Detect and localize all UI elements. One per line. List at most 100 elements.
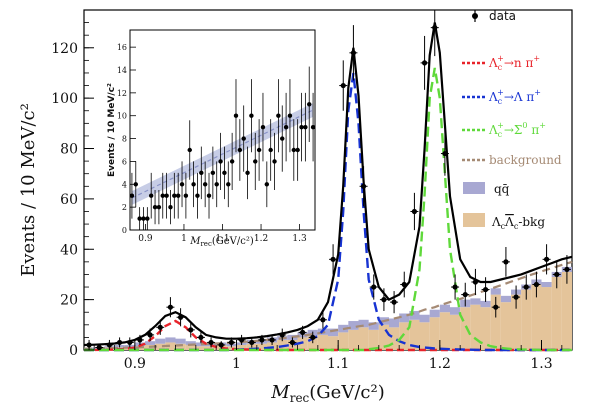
inset-y-tick-label: 8 bbox=[122, 135, 127, 144]
inset-y-tick-label: 4 bbox=[122, 180, 127, 189]
legend: data Λc+→n π+ Λc+→Λ π+ Λc+→Σ0 π+ backgro… bbox=[462, 9, 562, 231]
lclc-bkg-bin bbox=[206, 346, 217, 350]
data-point bbox=[217, 341, 226, 349]
data-point bbox=[268, 334, 277, 345]
data-point bbox=[461, 282, 470, 307]
data-point bbox=[349, 25, 358, 81]
data-point bbox=[257, 334, 266, 345]
inset-data-point bbox=[175, 172, 181, 219]
background-curve bbox=[83, 260, 573, 350]
inset-data-point bbox=[183, 172, 189, 219]
inset-data-point bbox=[276, 79, 281, 153]
legend-swatch-lclc-bkg bbox=[463, 213, 485, 227]
inset-fit-band bbox=[131, 103, 314, 205]
legend-label-lambda-n-pi: Λc+→n π+ bbox=[488, 54, 540, 72]
inset-x-tick-label: 0.9 bbox=[138, 234, 153, 244]
inset-data-point-layer bbox=[129, 66, 316, 230]
data-point bbox=[196, 331, 205, 344]
data-point bbox=[105, 339, 114, 350]
data-point bbox=[247, 337, 256, 348]
data-point bbox=[298, 325, 307, 339]
inset-data-point bbox=[202, 161, 208, 208]
legend-swatch-qqbar bbox=[463, 182, 485, 194]
sigma0-pi-curve bbox=[84, 67, 572, 352]
inset-data-point bbox=[287, 79, 293, 153]
lclc-bkg-bin bbox=[155, 343, 166, 350]
lclc-bkg-bin bbox=[470, 304, 481, 350]
qqbar-bin bbox=[470, 298, 481, 305]
inset-data-point bbox=[164, 172, 169, 219]
data-point bbox=[288, 337, 297, 348]
inset-plot: 0.9 1 1.1 1.2 1.3 0 2 4 6 8 10 12 14 16 Events / 10 M… bbox=[107, 29, 316, 248]
data-point bbox=[207, 337, 216, 348]
data-point bbox=[339, 60, 348, 111]
legend-data-marker bbox=[472, 13, 478, 19]
lclc-bkg-bin bbox=[521, 289, 532, 350]
inset-data-point bbox=[191, 161, 196, 208]
qqbar-bin bbox=[419, 314, 430, 323]
inset-data-point bbox=[229, 132, 235, 190]
lclc-bkg-bin bbox=[185, 344, 196, 350]
x-label-symbol: M bbox=[270, 382, 290, 403]
qqbar-bin bbox=[500, 295, 511, 303]
qqbar-bin bbox=[368, 322, 379, 330]
inset-data-point bbox=[137, 207, 142, 230]
data-point bbox=[115, 337, 124, 348]
qqbar-bin bbox=[348, 321, 359, 330]
histogram-layer bbox=[84, 266, 572, 350]
lclc-bkg-bin bbox=[297, 337, 308, 350]
legend-entry-lambda-pi: Λc+→Λ π+ bbox=[462, 88, 541, 106]
data-point bbox=[512, 285, 521, 309]
inset-data-point bbox=[256, 119, 262, 181]
inset-data-point bbox=[222, 146, 227, 200]
lclc-bkg-bin bbox=[511, 294, 522, 350]
lclc-bkg-bin bbox=[358, 327, 369, 350]
data-point bbox=[532, 271, 541, 298]
data-point bbox=[430, 10, 439, 57]
inset-data-point bbox=[145, 207, 150, 230]
inset-x-axis-label: Mrec(GeV/c²) bbox=[189, 236, 254, 248]
inset-y-tick-label: 10 bbox=[117, 112, 127, 121]
data-point bbox=[552, 260, 561, 289]
inset-data-point bbox=[272, 132, 277, 190]
inset-data-point bbox=[141, 207, 146, 230]
inset-data-point bbox=[179, 161, 185, 208]
x-tick-label: 1.3 bbox=[530, 356, 552, 372]
data-point bbox=[400, 271, 409, 298]
inset-data-point bbox=[148, 172, 154, 219]
inset-data-point bbox=[291, 119, 297, 181]
lclc-bkg-bin bbox=[551, 276, 562, 350]
qqbar-bin bbox=[389, 318, 400, 328]
total-fit-curve bbox=[83, 22, 573, 347]
inset-data-point bbox=[152, 190, 158, 225]
qqbar-bin bbox=[429, 309, 440, 318]
data-point bbox=[359, 166, 368, 207]
inset-data-point bbox=[187, 120, 192, 180]
legend-entry-lambda-n-pi: Λc+→n π+ bbox=[462, 54, 540, 72]
x-label-sub: rec bbox=[290, 391, 310, 405]
legend-label-lambda-pi: Λc+→Λ π+ bbox=[488, 88, 541, 106]
inset-data-point bbox=[214, 161, 219, 208]
data-point bbox=[95, 343, 104, 351]
qqbar-bin bbox=[450, 307, 461, 315]
x-tick-label: 1 bbox=[232, 356, 241, 372]
inset-data-point bbox=[160, 172, 165, 219]
inset-data-point bbox=[237, 119, 243, 181]
data-point bbox=[379, 288, 388, 311]
qqbar-bin bbox=[155, 338, 166, 344]
lclc-bkg-bin bbox=[531, 284, 542, 350]
legend-entry-data: data bbox=[472, 9, 516, 23]
qqbar-bin bbox=[439, 304, 450, 313]
lclc-bkg-bin bbox=[267, 342, 278, 350]
data-point bbox=[186, 322, 195, 338]
lclc-bkg-bin bbox=[236, 344, 247, 350]
legend-label-data: data bbox=[489, 9, 516, 23]
lclc-bkg-bin bbox=[439, 312, 450, 350]
inset-x-tick-label: 1 bbox=[181, 234, 187, 244]
y-tick-label: 120 bbox=[51, 41, 78, 57]
data-point bbox=[308, 331, 317, 344]
legend-entry-sigma0-pi: Λc+→Σ0 π+ bbox=[462, 121, 546, 139]
inset-data-point bbox=[245, 146, 250, 200]
